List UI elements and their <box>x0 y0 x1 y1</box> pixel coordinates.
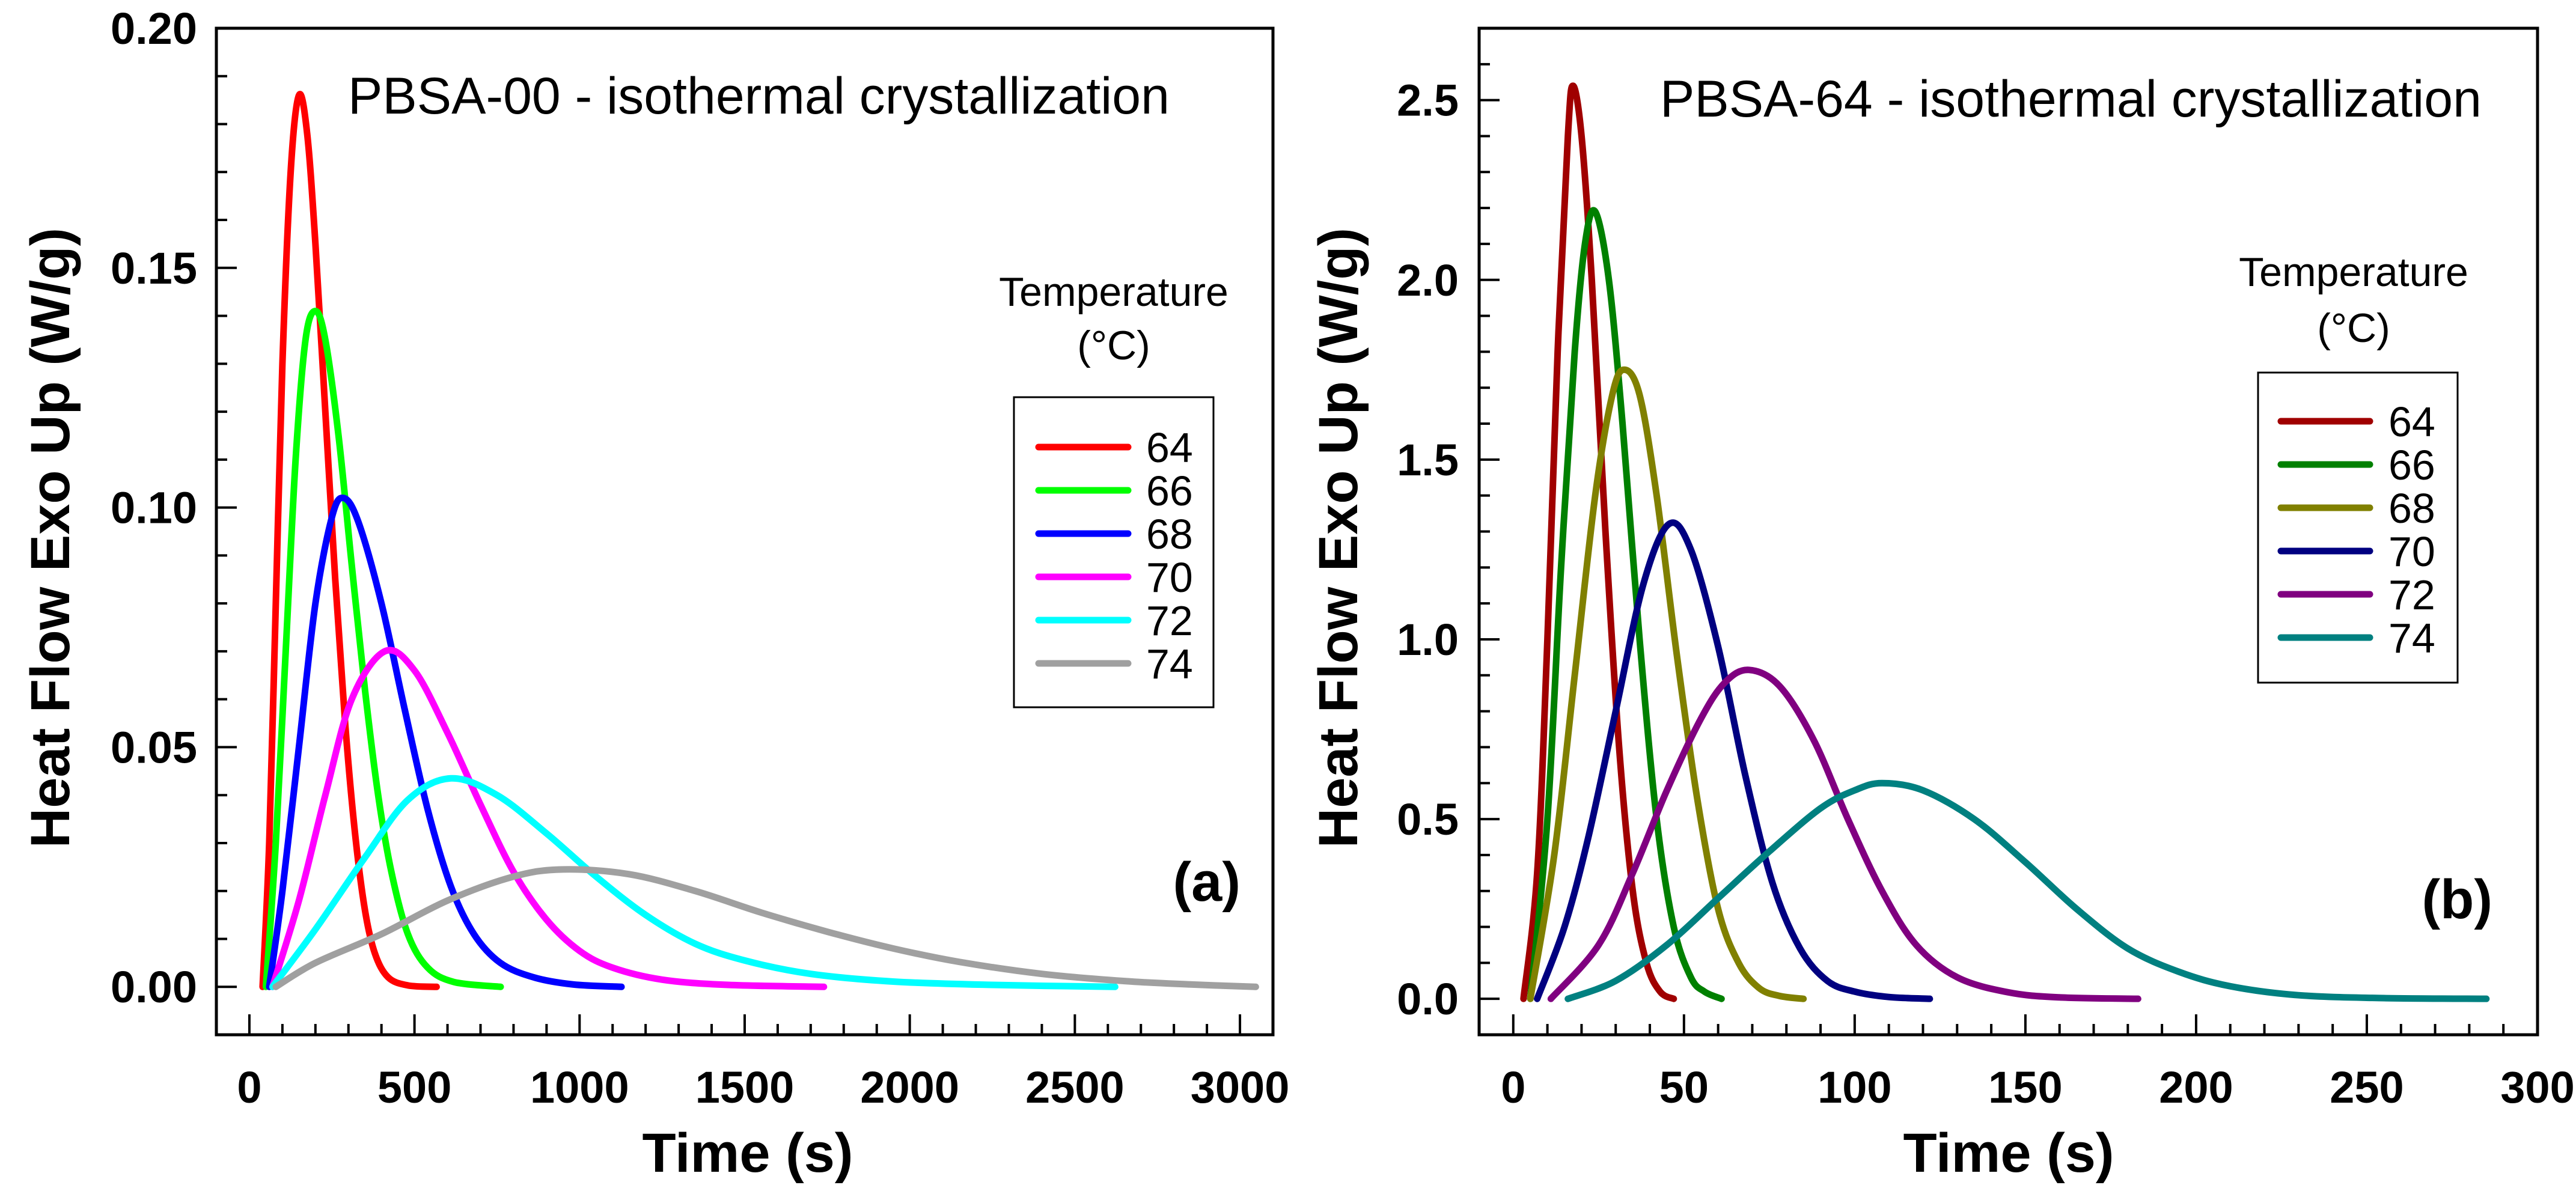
x-tick-label: 200 <box>2159 1062 2233 1112</box>
legend-label: 74 <box>2388 615 2435 662</box>
x-axis-title: Time (s) <box>642 1122 853 1184</box>
legend-label: 70 <box>2388 528 2435 575</box>
x-axis-title: Time (s) <box>1903 1122 2114 1184</box>
x-tick-label: 1500 <box>695 1062 795 1112</box>
legend-label: 64 <box>1146 424 1193 471</box>
chart-panel-a: PBSA-00 - isothermal crystallization Hea… <box>20 4 1289 1184</box>
series-line-68 <box>266 494 625 990</box>
y-axis-title: Heat Flow Exo Up (W/g) <box>20 228 81 848</box>
x-tick-label: 0 <box>1501 1062 1525 1112</box>
series-line-66 <box>1527 207 1725 1002</box>
legend-title: Temperature <box>2239 249 2468 295</box>
series-line-72 <box>1547 666 2141 1002</box>
legend-label: 68 <box>2388 485 2435 532</box>
panel-label: (b) <box>2422 869 2492 930</box>
x-tick-label: 0 <box>237 1062 261 1112</box>
series-group <box>259 91 1259 990</box>
y-tick-label: 1.0 <box>1397 615 1459 665</box>
x-tick-label: 50 <box>1659 1062 1709 1112</box>
x-tick-label: 2000 <box>860 1062 959 1112</box>
x-tick-label: 300 <box>2500 1062 2574 1112</box>
series-line-64 <box>259 91 440 990</box>
x-tick-label: 1000 <box>530 1062 629 1112</box>
x-tick-label: 500 <box>377 1062 451 1112</box>
chart-title: PBSA-64 - isothermal crystallization <box>1660 70 2482 128</box>
series-group <box>1520 82 2490 1002</box>
legend-title: Temperature <box>999 269 1228 315</box>
legend-label: 72 <box>2388 571 2435 618</box>
legend-label: 66 <box>2388 442 2435 489</box>
legend-label: 70 <box>1146 554 1193 601</box>
x-tick-label: 2500 <box>1025 1062 1125 1112</box>
legend-label: 64 <box>2388 398 2435 445</box>
y-tick-label: 1.5 <box>1397 435 1459 485</box>
y-tick-label: 2.0 <box>1397 255 1459 305</box>
x-tick-label: 3000 <box>1191 1062 1290 1112</box>
panel-label: (a) <box>1173 851 1241 913</box>
x-tick-label: 250 <box>2330 1062 2404 1112</box>
y-axis-title: Heat Flow Exo Up (W/g) <box>1308 228 1369 848</box>
legend-box <box>1013 396 1215 708</box>
x-tick-label: 150 <box>1988 1062 2062 1112</box>
y-tick-label: 0.00 <box>111 962 197 1012</box>
series-line-70 <box>1534 519 1934 1002</box>
legend-label: 66 <box>1146 468 1193 514</box>
y-tick-label: 0.5 <box>1397 794 1459 844</box>
legend-unit: (°C) <box>2317 305 2390 351</box>
y-tick-label: 0.05 <box>111 722 197 772</box>
y-tick-label: 2.5 <box>1397 76 1459 126</box>
y-tick-label: 0.15 <box>111 243 197 293</box>
series-line-66 <box>262 308 504 990</box>
x-tick-label: 100 <box>1818 1062 1891 1112</box>
legend-label: 74 <box>1146 641 1193 687</box>
legend-label: 72 <box>1146 597 1193 644</box>
plot-frame <box>1477 26 2539 1037</box>
legend-box <box>2257 371 2459 684</box>
y-tick-label: 0.10 <box>111 483 197 533</box>
legend-label: 68 <box>1146 511 1193 558</box>
chart-title: PBSA-00 - isothermal crystallization <box>348 67 1170 125</box>
chart-panel-b: PBSA-64 - isothermal crystallization Hea… <box>1308 26 2575 1184</box>
series-line-72 <box>269 775 1119 990</box>
series-line-74 <box>1564 779 2490 1002</box>
series-line-74 <box>272 866 1259 990</box>
y-tick-label: 0.20 <box>111 4 197 53</box>
legend-unit: (°C) <box>1077 323 1150 368</box>
y-tick-label: 0.0 <box>1397 974 1459 1024</box>
series-line-68 <box>1527 366 1807 1002</box>
